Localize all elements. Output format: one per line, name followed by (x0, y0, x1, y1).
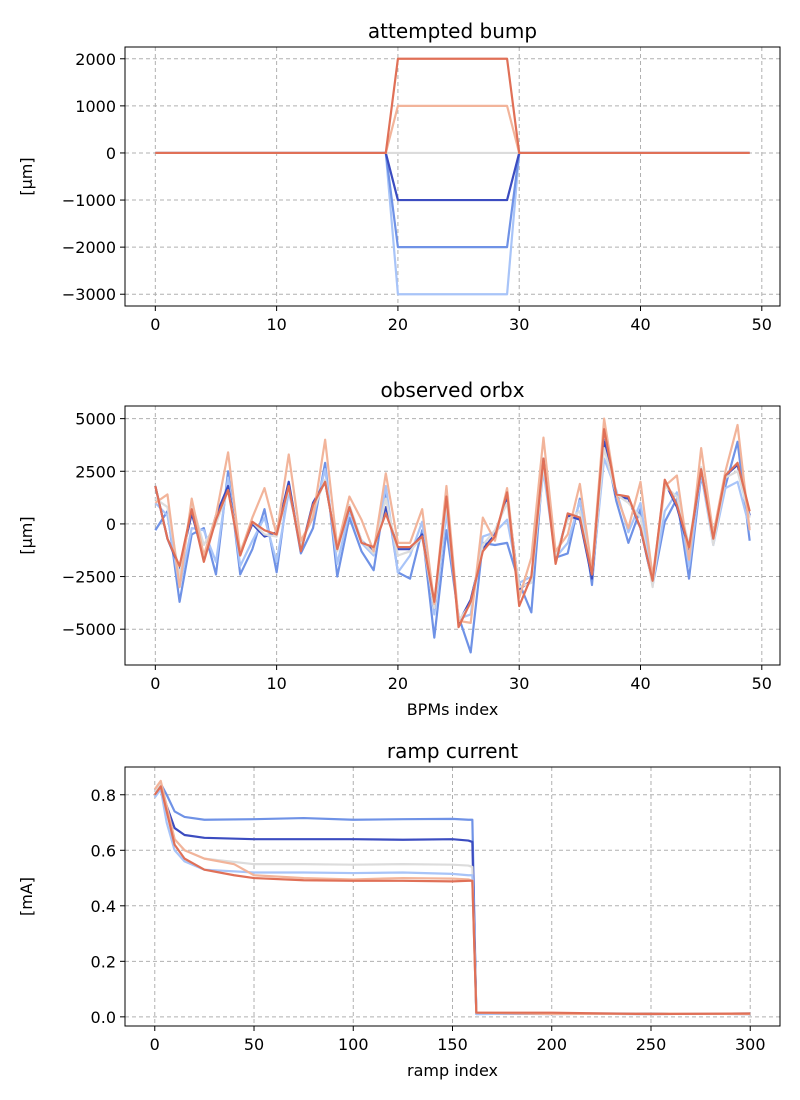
y-axis-label: [μm] (17, 516, 36, 554)
y-tick-label: −1000 (62, 191, 116, 210)
y-axis-label: [μm] (17, 157, 36, 195)
plot-frame (124, 46, 781, 307)
x-axis-label: BPMs index (407, 700, 499, 719)
series-line-2 (155, 151, 750, 202)
y-tick-label: 0.2 (91, 952, 116, 971)
x-tick-label: 10 (266, 315, 286, 334)
chart-title: attempted bump (368, 19, 537, 43)
y-tick-label: 0.4 (91, 897, 116, 916)
x-tick-label: 0 (150, 315, 160, 334)
x-tick-label: 50 (752, 674, 772, 693)
chart-attempted-bump: 0 10 20 30 40 50 −3000 −2000 −1000 0 1000 2000 attem… (17, 19, 781, 334)
chart-title: observed orbx (380, 378, 524, 402)
y-tick-label: 2500 (75, 462, 116, 481)
y-tick-label: −5000 (62, 620, 116, 639)
x-tick-label: 200 (536, 1035, 567, 1054)
y-tick-label: −2500 (62, 568, 116, 587)
y-tick-label: 1000 (75, 97, 116, 116)
x-tick-label: 300 (735, 1035, 766, 1054)
x-tick-label: 40 (630, 315, 650, 334)
x-tick-label: 50 (752, 315, 772, 334)
series-line-0 (155, 151, 750, 296)
chart-ramp-current: 0 50 100 150 200 250 300 0.0 0.2 0.4 0.6 0.8 ramp cu… (17, 739, 781, 1080)
y-tick-label: 0.0 (91, 1008, 116, 1027)
x-tick-label: 250 (636, 1035, 667, 1054)
x-tick-label: 10 (266, 674, 286, 693)
y-tick-label: 2000 (75, 50, 116, 69)
y-tick-label: 0.6 (91, 841, 116, 860)
series-line-5 (153, 785, 751, 1016)
x-axis-label: ramp index (407, 1061, 498, 1080)
y-tick-label: 0.8 (91, 786, 116, 805)
series-line-4 (155, 104, 750, 155)
x-tick-label: 20 (388, 674, 408, 693)
y-axis-label: [mA] (17, 877, 36, 916)
x-tick-label: 30 (509, 674, 529, 693)
series-line-5 (154, 428, 751, 629)
x-tick-label: 150 (437, 1035, 468, 1054)
x-tick-label: 30 (509, 315, 529, 334)
y-tick-label: 0 (106, 515, 116, 534)
x-tick-label: 50 (244, 1035, 264, 1054)
y-tick-label: 5000 (75, 410, 116, 429)
y-tick-label: 0 (106, 144, 116, 163)
x-tick-label: 40 (630, 674, 650, 693)
x-tick-label: 20 (388, 315, 408, 334)
chart-title: ramp current (387, 739, 518, 763)
plot-frame (124, 405, 781, 666)
y-tick-label: −2000 (62, 238, 116, 257)
x-tick-label: 100 (338, 1035, 369, 1054)
series-line-5 (155, 57, 750, 155)
chart-observed-orbx: 0 10 20 30 40 50 −5000 −2500 0 2500 5000 observed o… (17, 378, 781, 719)
x-tick-label: 0 (150, 674, 160, 693)
y-tick-label: −3000 (62, 285, 116, 304)
x-tick-label: 0 (150, 1035, 160, 1054)
